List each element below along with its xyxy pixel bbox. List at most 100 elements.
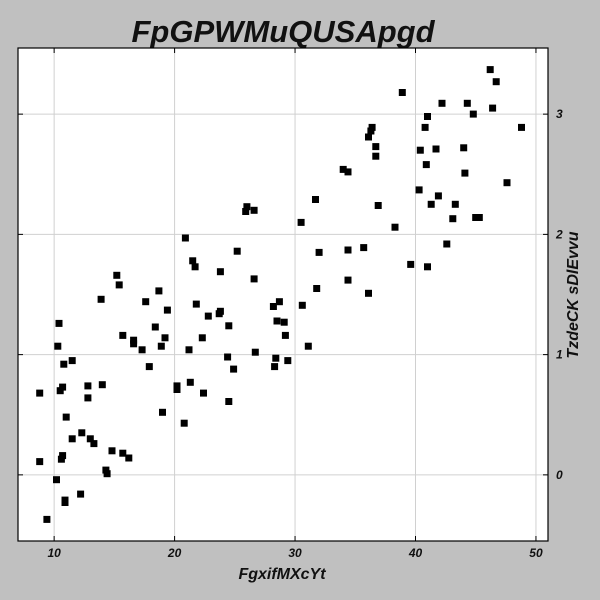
- data-point: [59, 383, 67, 391]
- data-point: [489, 104, 497, 112]
- data-point: [173, 382, 181, 390]
- data-point: [198, 334, 206, 342]
- plot-area: [18, 48, 548, 541]
- data-point: [151, 323, 159, 331]
- data-point: [159, 408, 166, 416]
- y-tick-label: 1: [556, 348, 563, 362]
- data-point: [486, 66, 494, 74]
- data-point: [463, 99, 471, 107]
- data-point: [304, 342, 312, 350]
- data-point: [163, 306, 171, 314]
- data-point: [250, 275, 258, 283]
- data-point: [57, 455, 65, 463]
- x-tick-label: 40: [408, 546, 423, 560]
- data-point: [438, 99, 446, 107]
- data-point: [138, 346, 146, 354]
- data-point: [492, 78, 500, 86]
- data-point: [313, 285, 321, 292]
- data-point: [180, 419, 188, 427]
- data-point: [36, 389, 44, 397]
- y-axis-label: TzdeCK sDlEvvu: [565, 231, 582, 358]
- data-point: [56, 387, 64, 395]
- data-point: [186, 378, 194, 386]
- data-point: [86, 435, 94, 443]
- data-point: [119, 449, 127, 457]
- data-point: [344, 168, 352, 176]
- data-point: [233, 247, 241, 255]
- data-point: [451, 200, 459, 208]
- data-point: [119, 331, 127, 339]
- data-point: [145, 363, 153, 371]
- data-point: [242, 208, 250, 215]
- data-point: [434, 192, 442, 200]
- data-point: [90, 440, 98, 448]
- data-point: [422, 161, 430, 169]
- data-point: [102, 466, 110, 474]
- data-point: [315, 248, 323, 256]
- data-point: [372, 152, 380, 160]
- data-point: [344, 246, 352, 254]
- data-point: [189, 257, 197, 265]
- data-point: [273, 317, 281, 325]
- data-point: [200, 389, 207, 397]
- data-point: [185, 346, 193, 354]
- data-point: [360, 244, 368, 252]
- data-point: [416, 146, 424, 154]
- data-point: [432, 145, 440, 153]
- x-tick-label: 30: [288, 546, 302, 560]
- data-point: [216, 307, 224, 315]
- y-tick-label: 3: [556, 107, 563, 121]
- data-point: [60, 360, 68, 368]
- data-point: [130, 340, 138, 348]
- data-point: [281, 331, 289, 339]
- x-tick-label: 20: [167, 546, 182, 560]
- data-point: [53, 476, 60, 484]
- data-point: [181, 234, 189, 242]
- data-point: [77, 490, 85, 498]
- data-point: [142, 298, 150, 306]
- data-point: [415, 186, 423, 194]
- data-point: [191, 263, 199, 271]
- y-tick-label: 0: [556, 468, 563, 482]
- data-point: [312, 196, 319, 203]
- data-point: [297, 218, 305, 226]
- data-point: [84, 382, 92, 390]
- data-point: [460, 144, 468, 152]
- data-point: [398, 89, 406, 96]
- data-point: [424, 113, 431, 120]
- grid-lines: [18, 48, 548, 541]
- data-point: [55, 319, 63, 327]
- data-point: [475, 214, 483, 221]
- data-point: [269, 303, 277, 310]
- data-point: [68, 357, 76, 365]
- data-point: [108, 447, 116, 455]
- plot-frame: [17, 47, 549, 542]
- data-point: [367, 127, 375, 135]
- axis-ticks: 10 20 30 40 50 0 1 2 3: [18, 48, 563, 560]
- data-point: [407, 260, 415, 268]
- data-point: [443, 240, 451, 248]
- data-point: [78, 429, 86, 437]
- data-point: [130, 336, 138, 344]
- data-point: [344, 276, 352, 284]
- data-point: [98, 381, 106, 389]
- data-point: [368, 123, 376, 131]
- chart-title: FpGPWMuQUSApgd: [131, 14, 435, 49]
- data-point: [192, 300, 200, 308]
- data-point: [372, 143, 380, 151]
- data-point: [298, 301, 306, 309]
- data-point: [103, 470, 111, 478]
- data-point: [421, 123, 429, 131]
- data-point: [61, 499, 69, 506]
- data-point: [97, 295, 105, 303]
- data-point: [275, 298, 283, 306]
- data-point: [424, 263, 431, 271]
- y-tick-label: 2: [555, 227, 563, 241]
- data-point: [271, 363, 279, 371]
- data-point: [469, 110, 477, 118]
- data-point: [427, 200, 435, 208]
- data-point: [36, 458, 44, 466]
- data-point: [68, 435, 76, 443]
- data-point: [391, 223, 399, 231]
